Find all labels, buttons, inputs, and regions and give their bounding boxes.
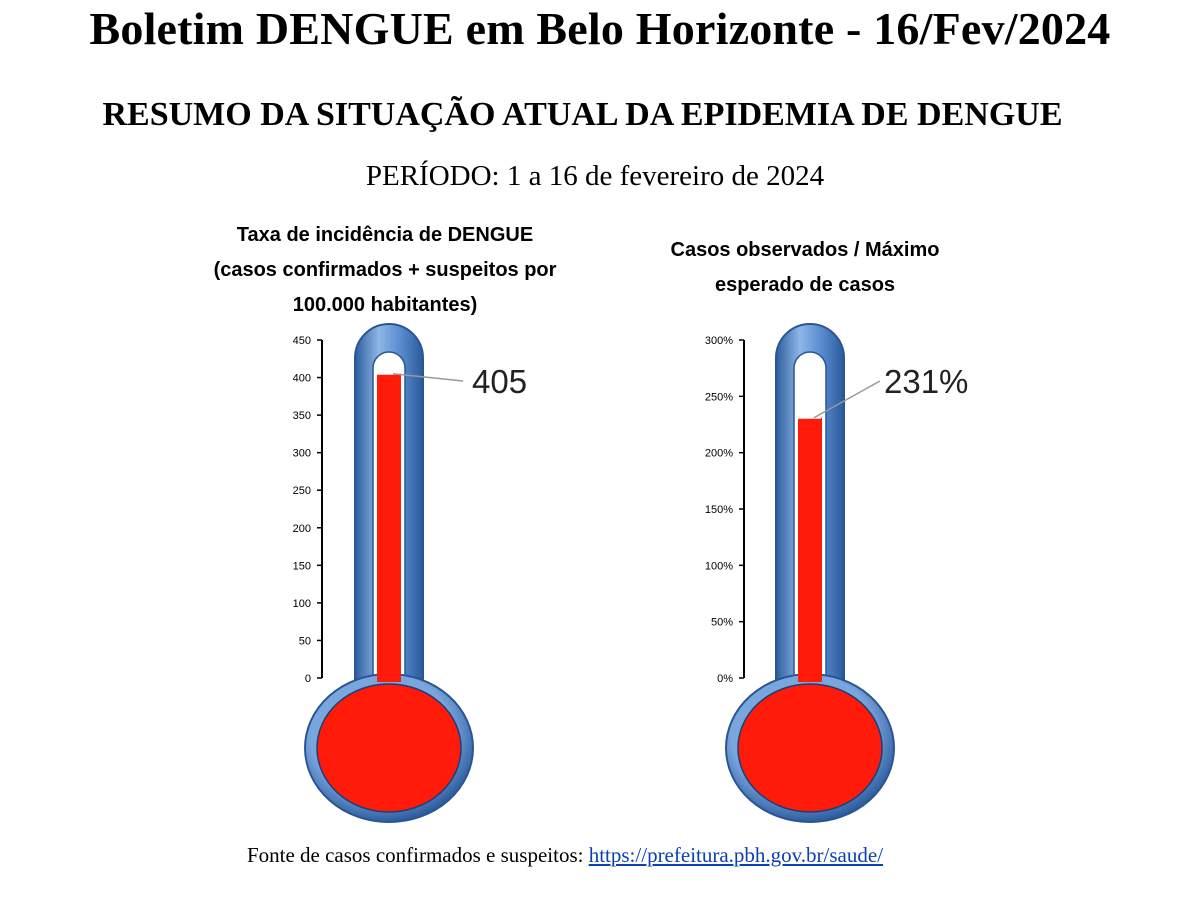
incidence-thermometer: 0 50 100 150 200 250 300 350 400 450 405 (293, 323, 527, 823)
value-bar (798, 417, 822, 682)
y-tick-label: 150 (293, 560, 311, 572)
chart-incidence-title-line: Taxa de incidência de DENGUE (236, 224, 534, 246)
y-tick-label: 250 (293, 485, 311, 497)
y-tick-label: 250% (705, 391, 733, 403)
y-tick-label: 0 (305, 673, 311, 685)
value-bar (377, 373, 401, 682)
source-note: Fonte de casos confirmados e suspeitos: … (0, 843, 1130, 868)
y-tick-label: 300% (705, 335, 733, 347)
y-tick-label: 0% (717, 673, 733, 685)
chart-ratio-title-line: esperado de casos (714, 274, 896, 296)
source-link[interactable]: https://prefeitura.pbh.gov.br/saude/ (588, 843, 884, 867)
thermometer-bulb (737, 683, 883, 813)
y-tick-label: 200 (293, 523, 311, 535)
chart-incidence-title-line: 100.000 habitantes) (292, 294, 478, 316)
page-title: Boletim DENGUE em Belo Horizonte - 16/Fe… (89, 3, 1111, 54)
data-label-leader (392, 373, 464, 382)
chart-ratio-title: Casos observados / Máximo esperado de ca… (605, 233, 1005, 303)
data-label-leader (813, 380, 881, 419)
y-tick-label: 300 (293, 448, 311, 460)
y-tick-label: 50% (711, 617, 733, 629)
chart-incidence-title-line: (casos confirmados + suspeitos por (213, 259, 557, 281)
data-label: 405 (472, 363, 527, 400)
y-tick-label: 350 (293, 410, 311, 422)
y-tick-label: 450 (293, 335, 311, 347)
chart-incidence-title: Taxa de incidência de DENGUE (casos conf… (170, 218, 600, 323)
period-text: PERÍODO: 1 a 16 de fevereiro de 2024 (365, 160, 825, 192)
y-tick-label: 100 (293, 598, 311, 610)
y-tick-label: 50 (299, 635, 311, 647)
y-tick-label: 200% (705, 448, 733, 460)
y-tick-label: 400 (293, 373, 311, 385)
data-label: 231% (884, 363, 968, 400)
chart-ratio-title-line: Casos observados / Máximo (670, 239, 940, 261)
y-tick-label: 150% (705, 504, 733, 516)
page-subtitle: RESUMO DA SITUAÇÃO ATUAL DA EPIDEMIA DE … (102, 96, 1063, 133)
source-label: Fonte de casos confirmados e suspeitos: (246, 843, 589, 867)
thermometer-bulb (316, 683, 462, 813)
y-tick-label: 100% (705, 560, 733, 572)
ratio-thermometer: 0% 50% 100% 150% 200% 250% 300% 231% (705, 323, 968, 823)
